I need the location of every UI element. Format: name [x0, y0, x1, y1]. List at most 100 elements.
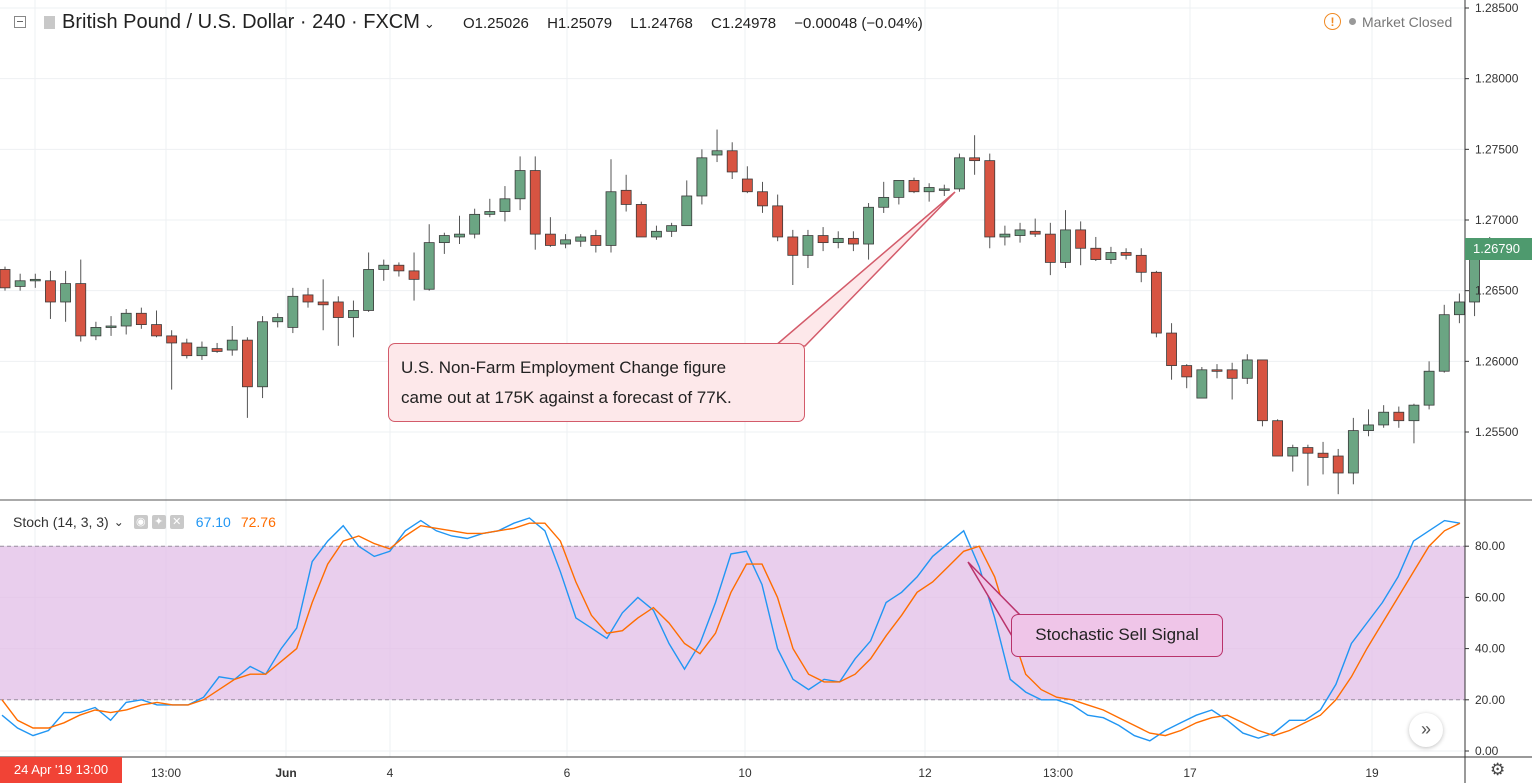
ohlc-values: O1.25026 H1.25079 L1.24768 C1.24978 −0.0… [463, 15, 937, 32]
candle [560, 234, 571, 249]
candle [817, 227, 829, 252]
candle-body [1378, 411, 1390, 426]
candle [1393, 406, 1405, 428]
candle [302, 287, 314, 308]
candle [1317, 441, 1329, 475]
candle-body [166, 335, 178, 344]
candle-body [1423, 370, 1435, 406]
candle [711, 129, 723, 163]
candle-body [1029, 230, 1041, 235]
open-value: O1.25026 [463, 15, 529, 32]
candle [1257, 359, 1268, 427]
candle-body [711, 150, 723, 156]
candle [832, 231, 844, 249]
candle-body [1120, 252, 1132, 256]
stoch-tick-label: 20.00 [1475, 693, 1505, 707]
candle-body [1105, 252, 1117, 260]
candle [863, 203, 874, 260]
stoch-axis-ticks[interactable]: 80.00 60.00 40.00 20.00 0.00 [1465, 539, 1505, 758]
candle-body [878, 196, 890, 208]
candle-body [317, 301, 329, 306]
candle [635, 201, 647, 238]
candle [787, 229, 799, 286]
candle [1363, 409, 1374, 437]
candle [893, 180, 905, 205]
close-icon[interactable]: ✕ [169, 515, 184, 529]
candle-body [1393, 411, 1405, 422]
candle [651, 225, 662, 240]
candle [757, 181, 768, 213]
chevron-down-icon[interactable]: ⌄ [113, 515, 124, 529]
nfp-annotation[interactable]: U.S. Non-Farm Employment Change figure c… [388, 343, 805, 422]
candle-body [1272, 420, 1283, 457]
price-axis-ticks[interactable]: 1.28500 1.28000 1.27500 1.27000 1.26500 1.260… [1465, 1, 1519, 439]
candle [378, 259, 390, 281]
chevron-down-icon[interactable]: ⌄ [423, 16, 435, 31]
market-status[interactable]: ! Market Closed [1324, 13, 1452, 30]
indicator-label[interactable]: Stoch (14, 3, 3) [13, 514, 109, 530]
market-status-label: Market Closed [1362, 13, 1453, 30]
candle-body [802, 235, 814, 256]
collapse-pane-icon[interactable] [14, 16, 26, 28]
candle-body [181, 342, 193, 357]
candle-body [529, 170, 541, 235]
candle [1347, 417, 1359, 485]
candle [484, 198, 496, 218]
stoch-k-value: 67.10 [195, 514, 231, 530]
candle [1423, 361, 1435, 410]
candle-body [1302, 447, 1314, 454]
candle [1302, 444, 1314, 486]
candle-body [726, 150, 738, 173]
candle-body [999, 233, 1011, 238]
candle [1438, 304, 1450, 373]
candle [14, 273, 26, 291]
candle-body [923, 187, 935, 193]
candle [454, 215, 465, 245]
last-price-label: 1.26790 [1465, 238, 1532, 260]
candle [438, 232, 450, 254]
candle-body [514, 170, 526, 200]
eye-icon[interactable]: ◉ [133, 515, 148, 529]
candle [1029, 218, 1041, 237]
candle [1272, 419, 1283, 457]
candle [257, 316, 268, 399]
scroll-forward-button[interactable]: » [1409, 713, 1443, 747]
candle [45, 270, 56, 319]
candle-body [1211, 369, 1223, 372]
candle [1060, 210, 1071, 269]
candle [0, 266, 11, 291]
candle [938, 184, 950, 196]
candle-body [787, 236, 799, 256]
candle-body [151, 324, 162, 337]
settings-gear-icon[interactable]: ⚙ [1490, 760, 1506, 779]
warning-icon[interactable]: ! [1324, 13, 1341, 30]
candle [1014, 222, 1026, 243]
candle-body [272, 317, 284, 323]
candle [575, 234, 587, 247]
y-tick-label: 1.27500 [1475, 142, 1519, 156]
candle [135, 307, 147, 329]
candle [272, 313, 284, 328]
gear-icon[interactable]: ✦ [151, 515, 166, 529]
candle-body [120, 312, 132, 327]
candle-body [863, 206, 874, 245]
candle-body [1438, 314, 1450, 372]
stoch-tick-label: 80.00 [1475, 539, 1505, 553]
status-dot-icon [1349, 18, 1356, 25]
candle [226, 326, 238, 356]
candle [923, 183, 935, 202]
candle-body [105, 325, 117, 328]
x-tick-label: 17 [1183, 766, 1197, 780]
candle [908, 177, 920, 194]
candle-body [696, 157, 708, 197]
symbol-title[interactable]: British Pound / U.S. Dollar · 240 · FXCM… [62, 11, 435, 33]
candlestick-series [0, 129, 1496, 495]
time-axis-ticks[interactable]: 13:00 Jun 4 6 10 12 13:00 17 19 [151, 766, 1379, 780]
candle-body [393, 264, 405, 272]
indicator-legend[interactable]: Stoch (14, 3, 3) ⌄ ◉ ✦ ✕ 67.10 72.76 [13, 514, 276, 530]
candle [1090, 236, 1102, 261]
candle [60, 270, 71, 322]
candle [1181, 364, 1193, 389]
candle [741, 166, 753, 194]
sell-signal-annotation[interactable]: Stochastic Sell Signal [1011, 614, 1223, 657]
